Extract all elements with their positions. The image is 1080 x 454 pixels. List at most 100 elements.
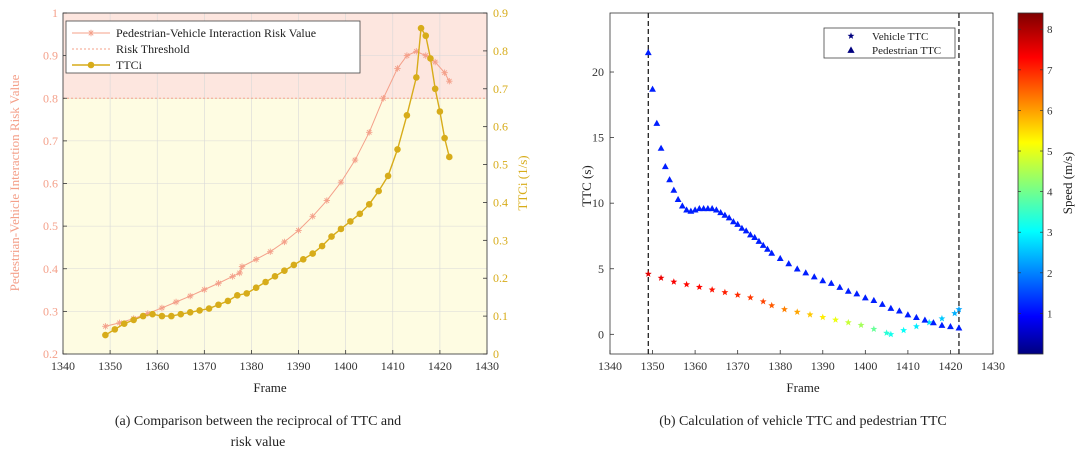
chart-a-legend: Pedestrian-Vehicle Interaction Risk Valu… xyxy=(65,20,361,74)
chart-b-pedestrian-point xyxy=(704,205,712,212)
chart-b-pedestrian-point xyxy=(653,119,661,126)
chart-a-x-tick-label: 1370 xyxy=(192,359,216,373)
chart-a-right-y-tick-label: 0.5 xyxy=(493,158,508,172)
chart-a-x-tick-label: 1340 xyxy=(51,359,75,373)
chart-b-vehicle-point xyxy=(870,325,878,332)
chart-b-pedestrian-point xyxy=(683,206,690,213)
chart-b-pedestrian-point xyxy=(674,195,682,202)
chart-b-y-tick-label: 0 xyxy=(598,327,604,341)
chart-a-legend-label-threshold: Risk Threshold xyxy=(116,42,189,56)
chart-b-pedestrian-point xyxy=(751,233,759,240)
chart-b-pedestrian-point xyxy=(810,273,818,280)
chart-b-vehicle-point xyxy=(883,329,891,336)
chart-a-ttci-point xyxy=(196,307,203,314)
chart-a-ttci-point xyxy=(337,225,345,233)
chart-b-legend-label-vehicle: Vehicle TTC xyxy=(872,31,928,43)
chart-a-ttci-point xyxy=(441,134,448,142)
chart-a-right-y-tick-label: 0.1 xyxy=(493,309,508,323)
chart-b-x-tick-label: 1380 xyxy=(768,359,792,373)
chart-a-risk-point xyxy=(422,52,429,59)
chart-a-risk-point xyxy=(403,52,411,59)
chart-b-vehicle-point xyxy=(670,278,678,285)
chart-a-x-tick-label: 1410 xyxy=(381,359,405,373)
chart-b-vehicle-point xyxy=(683,280,691,288)
chart-b-colorbar-tick-label: 1 xyxy=(1047,308,1053,320)
chart-a-ttci-point xyxy=(177,310,185,318)
chart-a-ttci-point xyxy=(149,310,156,318)
chart-b-y-tick-label: 20 xyxy=(592,65,604,79)
chart-b-legend-box xyxy=(823,27,956,59)
chart-a-risk-point xyxy=(158,304,166,312)
chart-a-x-tick-label: 1350 xyxy=(98,359,122,373)
chart-a-risk-point xyxy=(281,238,288,246)
chart-b-x-tick-label: 1390 xyxy=(811,359,835,373)
chart-a-ttci-point xyxy=(375,187,382,195)
chart-b-vehicle-point xyxy=(819,313,827,321)
chart-b-colorbar-tick-label: 2 xyxy=(1047,268,1053,280)
chart-a-right-y-tick-label: 0 xyxy=(493,347,499,361)
chart-a-ttci-point xyxy=(384,172,392,180)
chart-b-pedestrian-point xyxy=(870,296,878,303)
chart-b-vehicle-point xyxy=(925,318,933,326)
chart-b-legend: Vehicle TTC Pedestrian TTC xyxy=(823,27,956,59)
chart-b-x-label: Frame xyxy=(786,380,819,395)
chart-a-ttci-point xyxy=(446,153,453,161)
chart-b-vehicle-point xyxy=(912,322,920,330)
chart-b-x-tick-label: 1370 xyxy=(726,359,750,373)
chart-a-x-tick-label: 1430 xyxy=(475,359,499,373)
chart-a-right-y-tick-label: 0.7 xyxy=(493,82,508,96)
chart-a-left-y-tick-label: 0.8 xyxy=(43,91,58,105)
chart-b-vehicle-point xyxy=(900,326,908,334)
chart-b-pedestrian-point xyxy=(904,311,912,318)
chart-a-risk-point xyxy=(172,298,180,306)
chart-a-risk-point xyxy=(431,58,439,66)
chart-b-pedestrian-point xyxy=(836,283,844,290)
chart-b-plot-frame xyxy=(609,12,994,355)
chart-b-vehicle-point xyxy=(768,301,776,309)
chart-a-ttci-point xyxy=(186,309,194,316)
chart-a-risk-point xyxy=(201,286,208,293)
chart-b-x-tick-label: 1340 xyxy=(598,359,622,373)
chart-b-pedestrian-point xyxy=(844,287,852,294)
chart-a-risk-point xyxy=(144,310,151,317)
chart-b-vehicle-point xyxy=(938,314,946,322)
chart-a-right-y-tick-label: 0.2 xyxy=(493,271,508,285)
chart-a-left-y-tick-label: 1 xyxy=(52,6,58,20)
chart-a-ttci-point xyxy=(130,316,137,324)
chart-b-x-tick-label: 1410 xyxy=(896,359,920,373)
chart-a-risk-point xyxy=(267,248,274,255)
chart-b-pedestrian-point xyxy=(649,85,656,92)
chart-b-pedestrian-point xyxy=(670,186,678,193)
chart-b-vehicle-point xyxy=(644,270,652,277)
chart-b-vehicle-point xyxy=(708,286,716,293)
chart-a-ttci-point xyxy=(215,301,222,309)
chart-b-pedestrian-point xyxy=(657,144,665,151)
chart-a-ttci-point xyxy=(417,24,425,32)
chart-a-ttci-point xyxy=(413,74,420,81)
chart-b-colorbar-tick-label: 5 xyxy=(1047,146,1053,158)
chart-a-risk-point xyxy=(215,280,222,287)
chart-b-pedestrian-point xyxy=(678,202,686,209)
chart-a-risk-point xyxy=(116,319,123,327)
chart-a-ttci-point xyxy=(158,312,166,320)
chart-a-risk-point xyxy=(337,179,345,186)
chart-b-pedestrian-point xyxy=(738,224,746,231)
chart-a-ttci-point xyxy=(431,85,439,93)
chart-a-left-y-label: Pedestrian-Vehicle Interaction Risk Valu… xyxy=(7,74,22,291)
chart-b-colorbar-tick-label: 4 xyxy=(1047,187,1053,199)
chart-b-pedestrian-point xyxy=(895,307,903,314)
chart-a-caption-line-1: (a) Comparison between the reciprocal of… xyxy=(115,414,401,429)
chart-b-vehicle-point xyxy=(747,294,754,301)
chart-a: 1340 1350 1360 1370 1380 1390 1400 1410 1420 1430… xyxy=(7,6,530,450)
chart-b-pedestrian-point xyxy=(827,279,835,286)
chart-b-pedestrian-point xyxy=(887,304,895,311)
chart-b-pedestrian-point xyxy=(785,260,793,267)
chart-b-vehicle-point xyxy=(806,311,814,318)
chart-a-risk-point xyxy=(229,273,236,280)
chart-a-risk-point xyxy=(413,48,420,55)
chart-b-legend-label-pedestrian: Pedestrian TTC xyxy=(872,45,941,57)
chart-a-risk-point xyxy=(238,263,246,270)
chart-b-pedestrian-point xyxy=(666,176,673,183)
chart-a-ttci-point xyxy=(328,233,335,240)
